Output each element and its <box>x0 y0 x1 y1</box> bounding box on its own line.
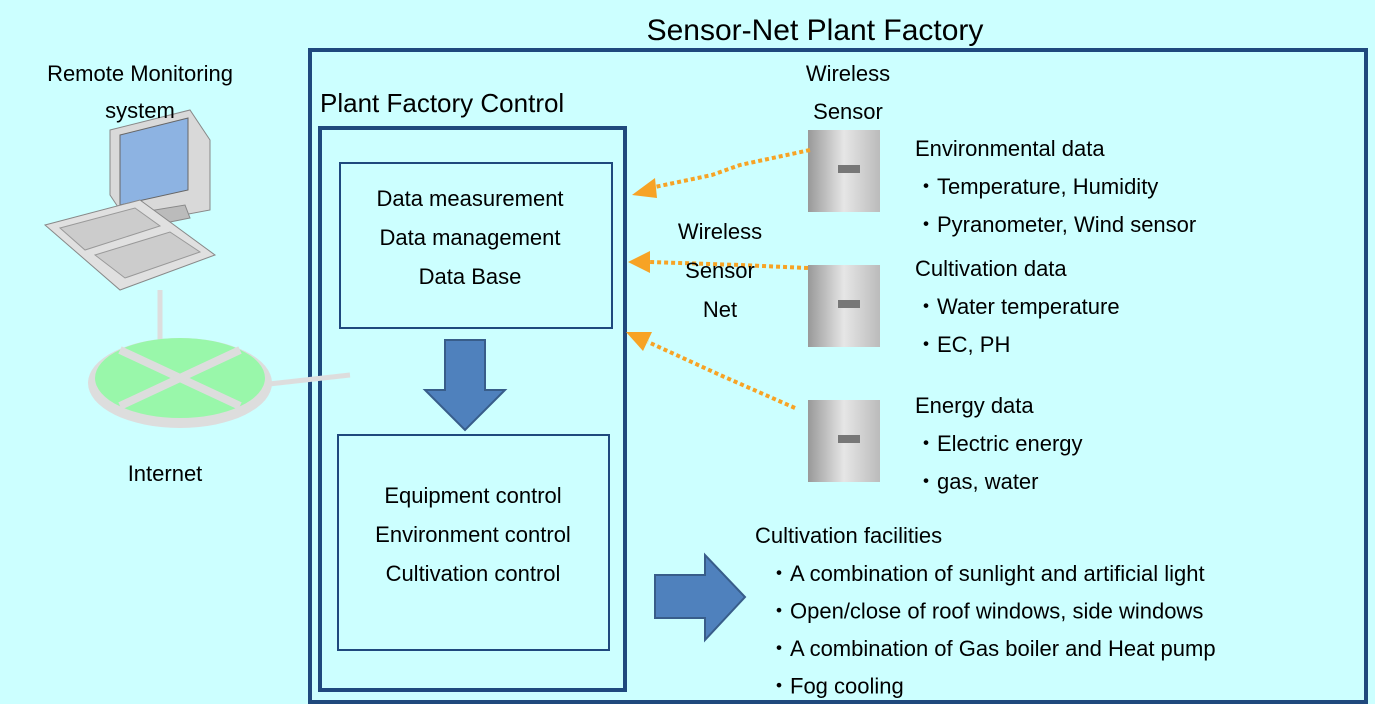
internet-label: Internet <box>128 461 203 486</box>
net-label: Wireless <box>678 219 762 244</box>
group-title: Cultivation data <box>915 256 1067 281</box>
group-item: ・Pyranometer, Wind sensor <box>915 212 1196 237</box>
box-line: Cultivation control <box>386 561 561 586</box>
net-label: Sensor <box>685 258 755 283</box>
facility-item: ・A combination of sunlight and artificia… <box>768 561 1205 586</box>
box-line: Data measurement <box>376 186 563 211</box>
remote-label: Remote Monitoring <box>47 61 233 86</box>
sensor-label: Wireless <box>806 61 890 86</box>
box-line: Equipment control <box>384 483 561 508</box>
remote-label: system <box>105 98 175 123</box>
group-item: ・EC, PH <box>915 332 1010 357</box>
group-title: Environmental data <box>915 136 1105 161</box>
facilities-title: Cultivation facilities <box>755 523 942 548</box>
group-item: ・Electric energy <box>915 431 1083 456</box>
diagram-title: Sensor-Net Plant Factory <box>647 14 984 47</box>
group-title: Energy data <box>915 393 1034 418</box>
box-line: Data Base <box>419 264 522 289</box>
group-item: ・Temperature, Humidity <box>915 174 1158 199</box>
group-item: ・Water temperature <box>915 294 1120 319</box>
box-line: Environment control <box>375 522 571 547</box>
sensor-display <box>838 435 860 443</box>
page: Sensor-Net Plant Factory Remote Monitorin… <box>0 0 1375 704</box>
sensor-display <box>838 165 860 173</box>
diagram: Sensor-Net Plant Factory Remote Monitorin… <box>0 0 1375 704</box>
box-line: Data management <box>380 225 561 250</box>
sensor-label: Sensor <box>813 99 883 124</box>
net-label: Net <box>703 297 737 322</box>
group-item: ・gas, water <box>915 469 1039 494</box>
facility-item: ・Fog cooling <box>768 673 904 698</box>
sensor-display <box>838 300 860 308</box>
facility-item: ・A combination of Gas boiler and Heat pu… <box>768 636 1216 661</box>
control-title: Plant Factory Control <box>320 88 564 118</box>
facility-item: ・Open/close of roof windows, side window… <box>768 598 1203 623</box>
sensors <box>808 130 880 482</box>
